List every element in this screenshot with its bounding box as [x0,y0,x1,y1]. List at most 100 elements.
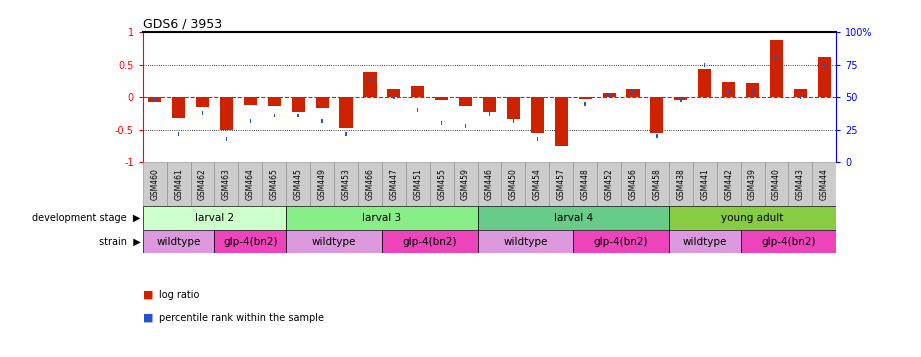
Text: glp-4(bn2): glp-4(bn2) [761,237,816,247]
FancyBboxPatch shape [669,230,740,253]
Bar [417,108,418,112]
Bar [609,93,610,97]
Text: GSM443: GSM443 [796,168,805,200]
Bar [154,98,156,102]
Text: GSM438: GSM438 [676,168,685,200]
Text: larval 3: larval 3 [362,213,402,223]
Text: glp-4(bn2): glp-4(bn2) [223,237,277,247]
Bar [775,56,777,60]
Bar [698,69,711,97]
Bar [602,93,615,97]
Bar [220,97,233,130]
Text: wildtype: wildtype [157,237,201,247]
FancyBboxPatch shape [669,206,836,230]
Bar [728,89,729,93]
FancyBboxPatch shape [573,230,669,253]
Text: GSM463: GSM463 [222,168,231,200]
Bar [752,89,753,93]
Bar [626,89,639,97]
FancyBboxPatch shape [525,162,549,206]
Bar [250,119,251,122]
Bar [465,124,466,128]
Text: larval 4: larval 4 [554,213,593,223]
Bar [292,97,305,111]
Text: GSM455: GSM455 [437,168,446,200]
Bar [722,82,735,97]
FancyBboxPatch shape [478,230,573,253]
Text: young adult: young adult [721,213,784,223]
Bar [746,83,759,97]
FancyBboxPatch shape [621,162,645,206]
FancyBboxPatch shape [478,206,669,230]
Bar [554,97,568,146]
Text: percentile rank within the sample: percentile rank within the sample [159,313,324,323]
Text: GSM450: GSM450 [509,168,518,200]
Text: development stage  ▶: development stage ▶ [32,213,140,223]
Text: log ratio: log ratio [159,290,200,300]
FancyBboxPatch shape [740,230,836,253]
FancyBboxPatch shape [143,230,215,253]
Bar [585,102,586,106]
FancyBboxPatch shape [717,162,740,206]
FancyBboxPatch shape [358,162,382,206]
FancyBboxPatch shape [191,162,215,206]
Text: wildtype: wildtype [312,237,356,247]
Text: GSM451: GSM451 [414,168,422,200]
FancyBboxPatch shape [478,162,501,206]
Bar [794,89,807,97]
FancyBboxPatch shape [286,230,382,253]
Bar [507,97,520,119]
Text: GSM453: GSM453 [342,168,351,200]
FancyBboxPatch shape [764,162,788,206]
FancyBboxPatch shape [406,162,430,206]
Text: GSM444: GSM444 [820,168,829,200]
Text: ■: ■ [143,313,153,323]
Bar [441,121,442,125]
Bar [321,119,323,122]
FancyBboxPatch shape [812,162,836,206]
Bar [818,57,831,97]
FancyBboxPatch shape [262,162,286,206]
FancyBboxPatch shape [645,162,669,206]
Text: GSM458: GSM458 [652,168,661,200]
Bar [297,114,299,117]
FancyBboxPatch shape [573,162,597,206]
Text: glp-4(bn2): glp-4(bn2) [594,237,648,247]
FancyBboxPatch shape [215,162,239,206]
Bar [202,111,204,115]
Text: GSM445: GSM445 [294,168,303,200]
FancyBboxPatch shape [286,206,478,230]
Bar [770,40,783,97]
Text: GSM457: GSM457 [557,168,565,200]
FancyBboxPatch shape [430,162,454,206]
Text: GDS6 / 3953: GDS6 / 3953 [143,18,222,31]
Bar [537,137,538,141]
Bar [561,138,562,142]
Bar [704,63,705,67]
Text: GSM464: GSM464 [246,168,255,200]
Bar [364,72,377,97]
FancyBboxPatch shape [167,162,191,206]
FancyBboxPatch shape [143,162,167,206]
Text: GSM448: GSM448 [580,168,589,200]
Bar [513,119,514,122]
FancyBboxPatch shape [597,162,621,206]
FancyBboxPatch shape [549,162,573,206]
FancyBboxPatch shape [382,230,478,253]
FancyBboxPatch shape [740,162,764,206]
Text: GSM447: GSM447 [390,168,399,200]
Bar [244,97,257,105]
Bar [674,97,687,100]
Bar [393,95,394,99]
Bar [274,114,275,117]
Text: GSM456: GSM456 [628,168,637,200]
Bar [656,134,658,138]
Text: GSM465: GSM465 [270,168,279,200]
Text: GSM461: GSM461 [174,168,183,200]
Bar [226,137,227,141]
Bar [633,89,634,93]
Text: glp-4(bn2): glp-4(bn2) [402,237,457,247]
FancyBboxPatch shape [693,162,717,206]
Text: larval 2: larval 2 [195,213,234,223]
Bar [172,97,185,118]
